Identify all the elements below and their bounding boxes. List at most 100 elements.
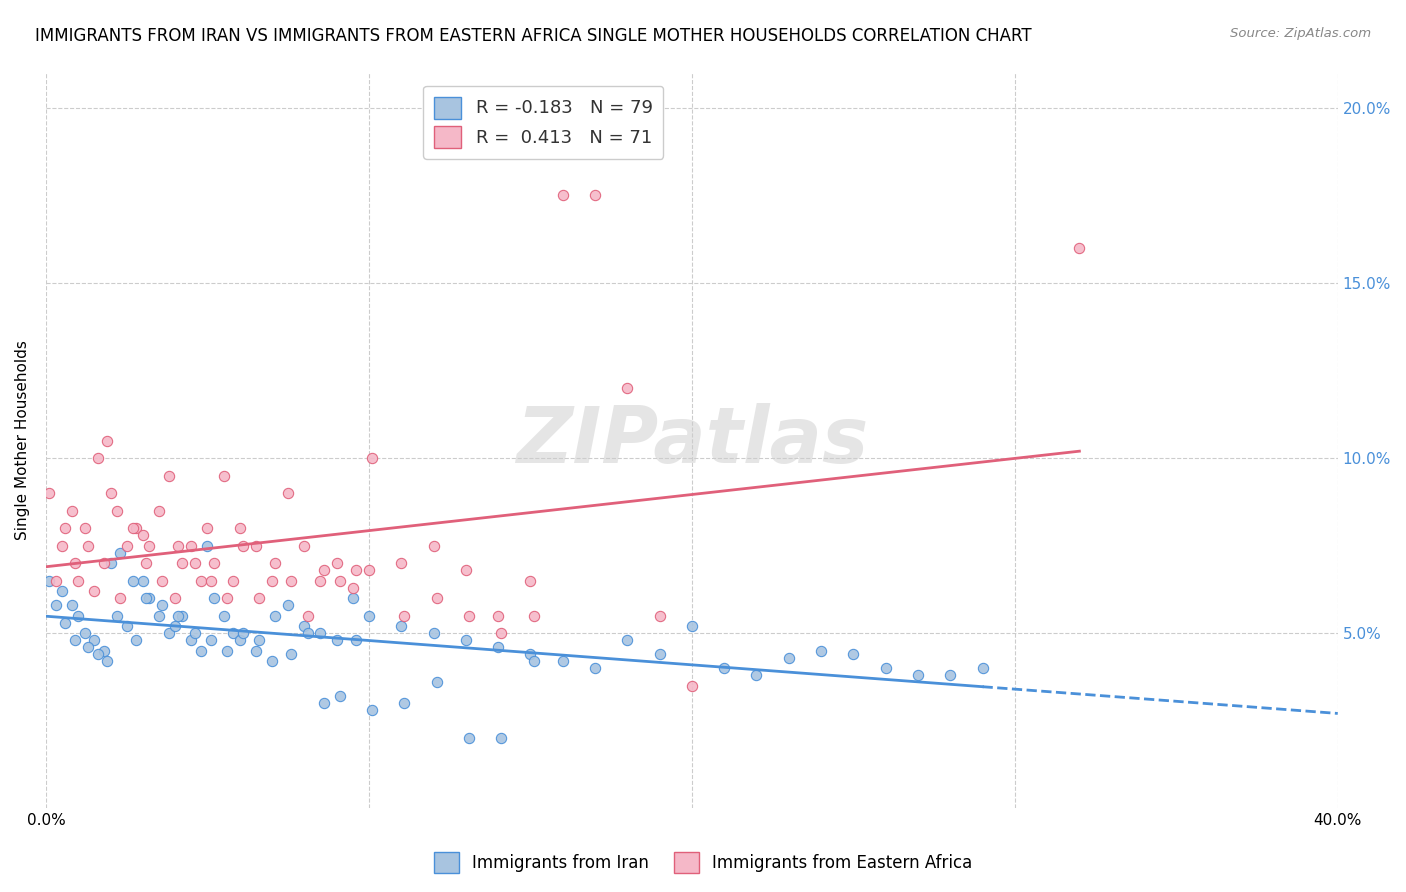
Point [200,633,222,648]
Point [245,539,267,553]
Point [115,539,138,553]
Point [292,539,315,553]
Point [713,661,735,675]
Point [148,608,170,623]
Point [38,574,60,588]
Point [222,626,245,640]
Point [344,563,367,577]
Point [138,539,160,553]
Point [357,563,380,577]
Point [939,668,962,682]
Point [277,598,299,612]
Point [972,661,994,675]
Point [426,591,449,605]
Point [100,556,122,570]
Point [245,643,267,657]
Point [519,574,541,588]
Point [212,468,235,483]
Point [157,468,180,483]
Point [157,626,180,640]
Point [165,619,187,633]
Point [325,556,347,570]
Point [648,608,671,623]
Point [125,521,148,535]
Point [325,633,347,648]
Point [63,633,86,648]
Point [907,668,929,682]
Point [297,608,319,623]
Point [150,598,173,612]
Point [105,608,128,623]
Point [454,633,477,648]
Point [426,675,449,690]
Point [212,608,235,623]
Point [122,574,145,588]
Point [93,556,115,570]
Point [73,521,96,535]
Point [110,545,132,559]
Point [247,633,270,648]
Point [280,574,302,588]
Point [122,521,145,535]
Point [170,556,193,570]
Text: Source: ZipAtlas.com: Source: ZipAtlas.com [1230,27,1371,40]
Point [222,574,245,588]
Point [167,608,190,623]
Point [342,591,364,605]
Point [264,556,287,570]
Point [389,619,412,633]
Point [45,574,67,588]
Point [132,528,155,542]
Point [681,679,703,693]
Point [53,521,76,535]
Point [329,689,352,703]
Point [215,591,238,605]
Point [842,647,865,661]
Legend: R = -0.183   N = 79, R =  0.413   N = 71: R = -0.183 N = 79, R = 0.413 N = 71 [423,86,664,159]
Point [180,539,202,553]
Point [551,188,574,202]
Point [67,608,90,623]
Point [260,574,283,588]
Point [616,633,638,648]
Point [110,591,132,605]
Point [361,450,384,465]
Point [486,640,509,654]
Point [105,503,128,517]
Point [132,574,155,588]
Point [77,640,100,654]
Point [810,643,832,657]
Point [86,450,108,465]
Point [232,626,254,640]
Point [67,574,90,588]
Point [422,626,444,640]
Point [519,647,541,661]
Point [93,643,115,657]
Point [148,503,170,517]
Point [875,661,897,675]
Point [458,731,481,745]
Point [229,633,252,648]
Point [232,539,254,553]
Point [361,703,384,717]
Point [202,556,225,570]
Legend: Immigrants from Iran, Immigrants from Eastern Africa: Immigrants from Iran, Immigrants from Ea… [427,846,979,880]
Point [190,574,212,588]
Point [1069,241,1091,255]
Point [422,539,444,553]
Point [167,539,190,553]
Point [309,574,332,588]
Point [309,626,332,640]
Point [264,608,287,623]
Point [125,633,148,648]
Point [100,486,122,500]
Point [648,647,671,661]
Point [280,647,302,661]
Point [86,647,108,661]
Point [183,626,205,640]
Point [197,539,219,553]
Point [454,563,477,577]
Point [247,591,270,605]
Point [215,643,238,657]
Point [138,591,160,605]
